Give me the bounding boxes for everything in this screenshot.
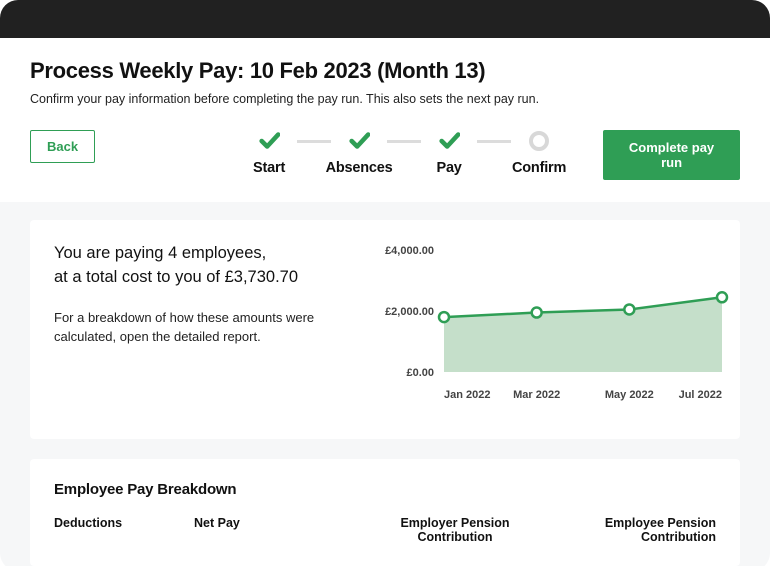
x-tick-label: May 2022 [605, 389, 654, 401]
breakdown-card: Employee Pay Breakdown Deductions Net Pa… [30, 459, 740, 566]
y-tick-label: £0.00 [406, 367, 434, 379]
breakdown-columns: Deductions Net Pay Employer Pension Cont… [54, 516, 716, 544]
summary-line-1: You are paying 4 employees, [54, 242, 354, 266]
y-tick-label: £4,000.00 [385, 245, 434, 257]
back-button[interactable]: Back [30, 130, 95, 163]
col-employer-pension-l2: Contribution [418, 530, 493, 544]
cost-chart: £0.00 £2,000.00 £4,000.00 Jan 2022 Mar 2022 M… [372, 242, 732, 417]
step-confirm[interactable]: Confirm [493, 130, 585, 176]
window-topbar [0, 0, 770, 38]
col-deductions: Deductions [54, 516, 194, 544]
y-tick-label: £2,000.00 [385, 306, 434, 318]
x-tick-label: Jan 2022 [444, 389, 490, 401]
pending-step-icon [528, 130, 550, 152]
summary-detail: For a breakdown of how these amounts wer… [54, 308, 354, 347]
step-connector [477, 140, 511, 143]
step-absences[interactable]: Absences [313, 130, 405, 176]
summary-line-2: at a total cost to you of £3,730.70 [54, 266, 354, 290]
col-employer-pension-l1: Employer Pension [400, 516, 509, 530]
step-label: Pay [436, 160, 461, 176]
chart-marker [717, 292, 727, 302]
lower-region: You are paying 4 employees, at a total c… [0, 202, 770, 566]
stepper: Start Absences Pay Confirm [223, 130, 585, 176]
col-employer-pension: Employer Pension Contribution [374, 516, 536, 544]
summary-card: You are paying 4 employees, at a total c… [30, 220, 740, 439]
actions-row: Back Start Absences Pay Confirm Complete pa… [30, 130, 740, 180]
col-employee-pension-l1: Employee Pension [605, 516, 716, 530]
step-label: Confirm [512, 160, 566, 176]
col-employee-pension-l2: Contribution [641, 530, 716, 544]
step-start[interactable]: Start [223, 130, 315, 176]
x-tick-label: Jul 2022 [679, 389, 722, 401]
check-icon [258, 130, 280, 152]
step-label: Start [253, 160, 285, 176]
chart-marker [532, 308, 542, 318]
chart-marker [439, 312, 449, 322]
chart-marker [624, 304, 634, 314]
page-subtitle: Confirm your pay information before comp… [30, 92, 740, 106]
app-frame: Process Weekly Pay: 10 Feb 2023 (Month 1… [0, 0, 770, 571]
cost-chart-svg: £0.00 £2,000.00 £4,000.00 Jan 2022 Mar 2022 M… [372, 242, 732, 412]
step-pay[interactable]: Pay [403, 130, 495, 176]
breakdown-title: Employee Pay Breakdown [54, 481, 716, 498]
col-net-pay: Net Pay [194, 516, 374, 544]
chart-area-fill [444, 297, 722, 372]
col-employee-pension: Employee Pension Contribution [536, 516, 716, 544]
step-connector [387, 140, 421, 143]
step-connector [297, 140, 331, 143]
x-tick-label: Mar 2022 [513, 389, 560, 401]
summary-text: You are paying 4 employees, at a total c… [54, 242, 354, 417]
page-content: Process Weekly Pay: 10 Feb 2023 (Month 1… [0, 38, 770, 180]
step-label: Absences [326, 160, 393, 176]
page-title: Process Weekly Pay: 10 Feb 2023 (Month 1… [30, 58, 740, 84]
complete-pay-run-button[interactable]: Complete pay run [603, 130, 740, 180]
check-icon [438, 130, 460, 152]
check-icon [348, 130, 370, 152]
